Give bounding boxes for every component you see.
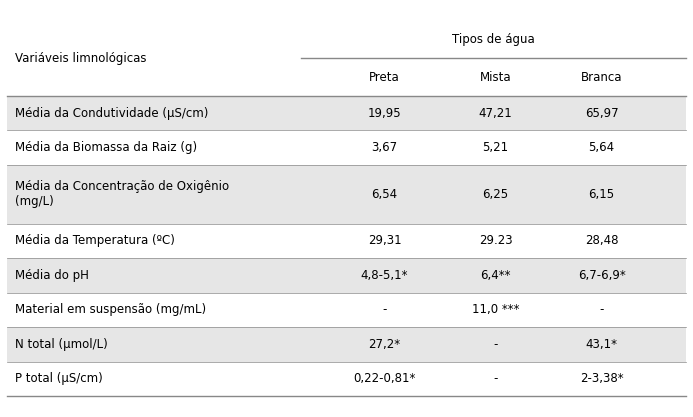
Text: 6,7-6,9*: 6,7-6,9* xyxy=(578,269,625,282)
Text: Média do pH: Média do pH xyxy=(15,269,89,282)
Text: N total (μmol/L): N total (μmol/L) xyxy=(15,338,108,351)
Text: Material em suspensão (mg/mL): Material em suspensão (mg/mL) xyxy=(15,304,207,317)
Bar xyxy=(7,327,686,362)
Text: 27,2*: 27,2* xyxy=(369,338,401,351)
Text: -: - xyxy=(493,338,498,351)
Text: 4,8-5,1*: 4,8-5,1* xyxy=(361,269,408,282)
Text: Média da Biomassa da Raiz (g): Média da Biomassa da Raiz (g) xyxy=(15,141,198,154)
Text: Tipos de água: Tipos de água xyxy=(453,33,535,46)
Text: -: - xyxy=(493,372,498,385)
Bar xyxy=(7,96,686,131)
Text: 6,15: 6,15 xyxy=(588,188,615,201)
Text: 0,22-0,81*: 0,22-0,81* xyxy=(353,372,416,385)
Text: 5,21: 5,21 xyxy=(482,141,509,154)
Text: 47,21: 47,21 xyxy=(479,107,512,120)
Text: 43,1*: 43,1* xyxy=(586,338,617,351)
Text: Preta: Preta xyxy=(369,70,400,84)
Text: Média da Concentração de Oxigênio
(mg/L): Média da Concentração de Oxigênio (mg/L) xyxy=(15,180,229,208)
Text: 3,67: 3,67 xyxy=(371,141,398,154)
Text: 2-3,38*: 2-3,38* xyxy=(580,372,623,385)
Text: 65,97: 65,97 xyxy=(585,107,618,120)
Text: Média da Condutividade (μS/cm): Média da Condutividade (μS/cm) xyxy=(15,107,209,120)
Text: -: - xyxy=(383,304,387,317)
Text: Média da Temperatura (ºC): Média da Temperatura (ºC) xyxy=(15,234,175,247)
Text: -: - xyxy=(599,304,604,317)
Text: Mista: Mista xyxy=(480,70,511,84)
Text: Branca: Branca xyxy=(581,70,622,84)
Text: 5,64: 5,64 xyxy=(588,141,615,154)
Text: 6,25: 6,25 xyxy=(482,188,509,201)
Text: 6,4**: 6,4** xyxy=(480,269,511,282)
Text: P total (μS/cm): P total (μS/cm) xyxy=(15,372,103,385)
Text: 19,95: 19,95 xyxy=(368,107,401,120)
Text: 29.23: 29.23 xyxy=(479,234,512,247)
Bar xyxy=(7,258,686,293)
Text: 11,0 ***: 11,0 *** xyxy=(472,304,519,317)
Text: 28,48: 28,48 xyxy=(585,234,618,247)
Text: Variáveis limnológicas: Variáveis limnológicas xyxy=(15,52,147,65)
Text: 29,31: 29,31 xyxy=(368,234,401,247)
Text: 6,54: 6,54 xyxy=(371,188,398,201)
Bar xyxy=(7,165,686,224)
